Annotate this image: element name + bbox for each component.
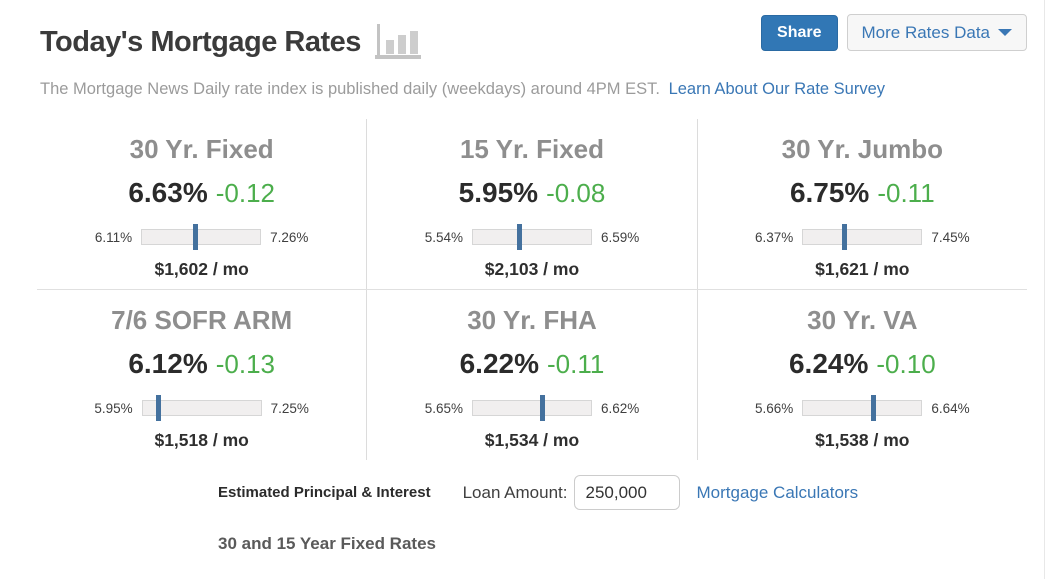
range-marker xyxy=(870,395,876,421)
range-marker xyxy=(192,224,198,250)
rate-card: 30 Yr. Jumbo 6.75% -0.11 6.37% 7.45% $1,6… xyxy=(696,119,1027,289)
rate-card-title: 30 Yr. FHA xyxy=(467,305,597,335)
range-high-label: 6.62% xyxy=(600,400,640,416)
monthly-payment: $1,602 / mo xyxy=(154,259,249,279)
rate-change: -0.11 xyxy=(877,178,935,208)
monthly-payment: $2,103 / mo xyxy=(484,259,580,279)
range-marker xyxy=(539,395,545,421)
header-actions: Share More Rates Data xyxy=(761,14,1027,51)
rate-line: 6.12% -0.13 xyxy=(37,348,366,380)
rate-line: 5.95% -0.08 xyxy=(367,177,696,209)
rate-card: 30 Yr. Fixed 6.63% -0.12 6.11% 7.26% $1,6… xyxy=(37,119,366,289)
range-low-label: 5.54% xyxy=(424,229,463,245)
rate-change: -0.13 xyxy=(215,349,275,379)
rates-row-1: 30 Yr. Fixed 6.63% -0.12 6.11% 7.26% $1,6… xyxy=(37,119,1027,289)
caret-down-icon xyxy=(998,29,1012,36)
footer-controls: Estimated Principal & Interest Loan Amou… xyxy=(0,475,1049,510)
rate-line: 6.63% -0.12 xyxy=(37,177,366,209)
rates-grid: 30 Yr. Fixed 6.63% -0.12 6.11% 7.26% $1,6… xyxy=(37,119,1027,460)
bar-chart-icon xyxy=(374,24,421,65)
rate-change: -0.11 xyxy=(547,349,605,379)
range-low-label: 5.65% xyxy=(424,400,463,416)
range-track xyxy=(802,395,923,421)
rate-card: 30 Yr. FHA 6.22% -0.11 5.65% 6.62% $1,534… xyxy=(366,290,696,460)
monthly-payment: $1,621 / mo xyxy=(815,259,910,279)
monthly-payment: $1,518 / mo xyxy=(154,430,249,450)
subtitle: The Mortgage News Daily rate index is pu… xyxy=(40,80,1027,99)
subtitle-text: The Mortgage News Daily rate index is pu… xyxy=(40,80,660,98)
range-track xyxy=(471,224,592,250)
more-rates-data-button[interactable]: More Rates Data xyxy=(846,14,1027,51)
rate-value: 6.22% xyxy=(459,348,540,379)
rate-range-slider: 6.37% 7.45% xyxy=(698,224,1027,250)
range-high-label: 6.64% xyxy=(931,400,970,416)
range-track xyxy=(802,224,923,250)
rate-value: 6.75% xyxy=(789,177,870,208)
loan-amount-label: Loan Amount: xyxy=(462,482,568,502)
rate-range-slider: 5.66% 6.64% xyxy=(698,395,1027,421)
rate-range-slider: 5.95% 7.25% xyxy=(37,395,366,421)
rate-line: 6.75% -0.11 xyxy=(698,177,1027,209)
range-low-label: 5.66% xyxy=(755,400,794,416)
rate-change: -0.12 xyxy=(215,178,275,208)
estimated-principal-interest-label: Estimated Principal & Interest xyxy=(218,484,431,501)
row-divider xyxy=(37,289,1027,290)
rate-card-title: 30 Yr. Fixed xyxy=(129,134,274,164)
rate-line: 6.22% -0.11 xyxy=(367,348,696,380)
range-marker xyxy=(516,224,522,250)
range-track xyxy=(141,395,262,421)
range-low-label: 6.11% xyxy=(94,229,133,245)
range-marker xyxy=(155,395,161,421)
rate-range-slider: 5.65% 6.62% xyxy=(367,395,696,421)
rate-range-slider: 6.11% 7.26% xyxy=(37,224,366,250)
monthly-payment: $1,538 / mo xyxy=(815,430,910,450)
rate-card: 7/6 SOFR ARM 6.12% -0.13 5.95% 7.25% $1,5… xyxy=(37,290,366,460)
rate-card-title: 15 Yr. Fixed xyxy=(459,134,605,164)
range-low-label: 6.37% xyxy=(755,229,794,245)
rates-row-2: 7/6 SOFR ARM 6.12% -0.13 5.95% 7.25% $1,5… xyxy=(37,290,1027,460)
header: Today's Mortgage Rates Share More Rates … xyxy=(0,0,1049,99)
rate-survey-link[interactable]: Learn About Our Rate Survey xyxy=(668,80,886,98)
range-high-label: 7.26% xyxy=(270,229,309,245)
rate-line: 6.24% -0.10 xyxy=(698,348,1027,380)
range-high-label: 7.45% xyxy=(931,229,970,245)
range-marker xyxy=(842,224,848,250)
monthly-payment: $1,534 / mo xyxy=(484,430,580,450)
more-rates-data-label: More Rates Data xyxy=(861,22,991,42)
range-low-label: 5.95% xyxy=(94,400,133,416)
rate-change: -0.08 xyxy=(546,178,606,208)
rate-change: -0.10 xyxy=(876,349,936,379)
title-row: Today's Mortgage Rates Share More Rates … xyxy=(40,14,1027,65)
page-title: Today's Mortgage Rates xyxy=(40,26,361,58)
range-track xyxy=(471,395,592,421)
rate-value: 5.95% xyxy=(458,177,539,208)
page-right-border xyxy=(1044,0,1045,579)
next-section-title: 30 and 15 Year Fixed Rates xyxy=(218,534,436,553)
share-button[interactable]: Share xyxy=(761,14,838,51)
rate-card-title: 7/6 SOFR ARM xyxy=(111,305,293,335)
rate-card: 30 Yr. VA 6.24% -0.10 5.66% 6.64% $1,538 … xyxy=(696,290,1027,460)
range-track xyxy=(141,224,262,250)
range-high-label: 6.59% xyxy=(600,229,640,245)
range-high-label: 7.25% xyxy=(270,400,309,416)
rate-card-title: 30 Yr. VA xyxy=(807,305,918,335)
rate-value: 6.63% xyxy=(128,177,208,208)
rate-value: 6.12% xyxy=(128,348,208,379)
rate-card-title: 30 Yr. Jumbo xyxy=(781,134,943,164)
mortgage-calculators-link[interactable]: Mortgage Calculators xyxy=(696,482,859,502)
rate-card: 15 Yr. Fixed 5.95% -0.08 5.54% 6.59% $2,1… xyxy=(366,119,696,289)
rate-value: 6.24% xyxy=(788,348,869,379)
rate-range-slider: 5.54% 6.59% xyxy=(367,224,696,250)
loan-amount-input[interactable] xyxy=(573,475,680,510)
